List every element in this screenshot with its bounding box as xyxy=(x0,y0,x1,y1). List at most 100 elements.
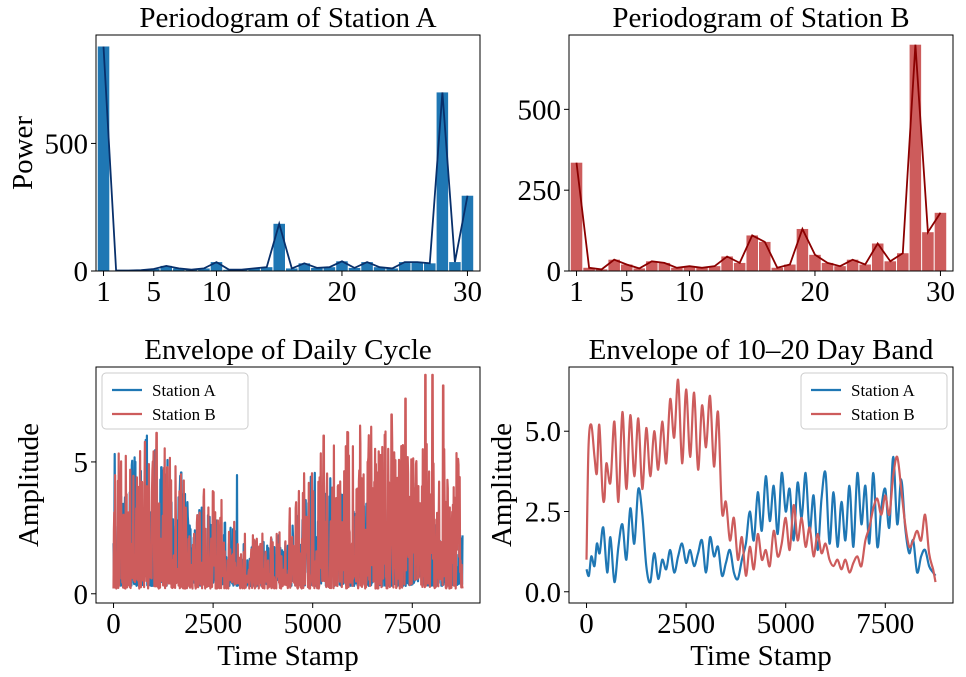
bar xyxy=(570,162,583,271)
bar xyxy=(386,268,398,271)
legend: Station A Station B xyxy=(101,372,249,430)
plot-area xyxy=(585,378,937,584)
x-tick-label: 7500 xyxy=(856,608,914,640)
power-line xyxy=(575,44,942,271)
bar xyxy=(784,264,796,271)
bar xyxy=(160,265,173,271)
x-tick-label: 2500 xyxy=(657,608,715,640)
bar xyxy=(461,195,474,271)
bar xyxy=(696,267,708,271)
bar xyxy=(173,268,185,271)
bar xyxy=(436,92,449,271)
power-line xyxy=(102,46,469,271)
legend-label: Station A xyxy=(152,381,216,400)
bar xyxy=(809,254,821,271)
bar xyxy=(796,228,809,271)
bar xyxy=(859,264,871,271)
bar xyxy=(733,262,746,271)
x-tick-label: 5 xyxy=(619,276,634,308)
bar xyxy=(620,264,633,271)
bar xyxy=(746,235,758,271)
bar xyxy=(758,241,771,271)
bar xyxy=(834,266,846,271)
plot-frame xyxy=(568,366,954,604)
plot-frame xyxy=(568,34,954,272)
y-tick-label: 250 xyxy=(518,175,562,207)
bar xyxy=(361,262,373,271)
bar xyxy=(658,262,671,271)
y-axis-label: Amplitude xyxy=(13,423,45,547)
bar xyxy=(608,259,620,271)
chart-title: Envelope of Daily Cycle xyxy=(144,334,432,366)
x-tick-label: 0 xyxy=(106,608,121,640)
y-tick-label: 2.5 xyxy=(525,496,561,528)
bar xyxy=(248,268,260,271)
y-tick-label: 5.0 xyxy=(525,416,561,448)
y-tick-label: 500 xyxy=(518,94,562,126)
panel-periodogram-station-a: Periodogram of Station A Power 1 5 10 20 30 0 50… xyxy=(7,2,482,308)
legend: Station A Station B xyxy=(800,372,948,430)
bar xyxy=(373,267,386,271)
y-axis-label: Amplitude xyxy=(486,423,518,547)
bar xyxy=(260,267,273,271)
bar xyxy=(922,232,934,271)
bar xyxy=(721,256,733,271)
y-tick-label: 500 xyxy=(45,128,89,160)
plot-area xyxy=(570,44,947,271)
x-tick-label: 20 xyxy=(327,276,356,308)
x-tick-label: 20 xyxy=(800,276,829,308)
plot-area xyxy=(112,373,464,590)
plot-area xyxy=(97,46,474,271)
bar xyxy=(583,267,595,271)
x-axis-label: Time Stamp xyxy=(690,640,832,672)
bar xyxy=(683,266,696,271)
x-tick-label: 5000 xyxy=(757,608,815,640)
y-tick-label: 0 xyxy=(74,256,89,288)
series-line-station-b xyxy=(585,378,937,583)
bar xyxy=(398,262,411,271)
x-tick-label: 1 xyxy=(96,276,111,308)
bar xyxy=(633,268,646,271)
plot-frame xyxy=(95,34,481,272)
x-tick-label: 1 xyxy=(569,276,584,308)
bar xyxy=(323,267,336,271)
x-tick-label: 5 xyxy=(146,276,161,308)
bar xyxy=(846,259,859,271)
bar xyxy=(298,263,311,271)
bar xyxy=(671,267,683,271)
bar xyxy=(871,243,884,271)
chart-title: Periodogram of Station B xyxy=(612,2,909,34)
panel-periodogram-station-b: Periodogram of Station B 1 5 10 20 30 0 250 500 xyxy=(518,2,955,308)
bar xyxy=(449,262,461,271)
bar xyxy=(198,268,210,271)
legend-label: Station B xyxy=(851,405,915,424)
bar xyxy=(147,268,160,271)
bar xyxy=(708,266,721,271)
y-axis-label: Power xyxy=(7,116,39,190)
bar xyxy=(285,268,298,271)
legend-label: Station A xyxy=(851,381,915,400)
series-line-station-a xyxy=(585,455,937,584)
bar xyxy=(348,267,361,271)
x-tick-label: 0 xyxy=(579,608,594,640)
panel-envelope-10-20-day-band: Envelope of 10–20 Day Band Amplitude Time … xyxy=(486,334,954,672)
bar xyxy=(771,267,784,271)
bar xyxy=(273,223,285,271)
x-tick-label: 30 xyxy=(453,276,482,308)
bar xyxy=(897,253,909,271)
x-tick-label: 10 xyxy=(675,276,704,308)
bar xyxy=(411,262,424,271)
x-tick-label: 5000 xyxy=(284,608,342,640)
bar xyxy=(336,261,348,271)
x-tick-label: 30 xyxy=(926,276,955,308)
bar xyxy=(884,261,897,271)
bar xyxy=(646,261,658,271)
chart-title: Envelope of 10–20 Day Band xyxy=(589,334,934,366)
x-tick-label: 10 xyxy=(202,276,231,308)
bar xyxy=(97,46,110,271)
series-line-station-b xyxy=(112,373,464,590)
legend-label: Station B xyxy=(152,405,216,424)
x-axis-label: Time Stamp xyxy=(217,640,359,672)
y-tick-label: 0.0 xyxy=(525,577,561,609)
